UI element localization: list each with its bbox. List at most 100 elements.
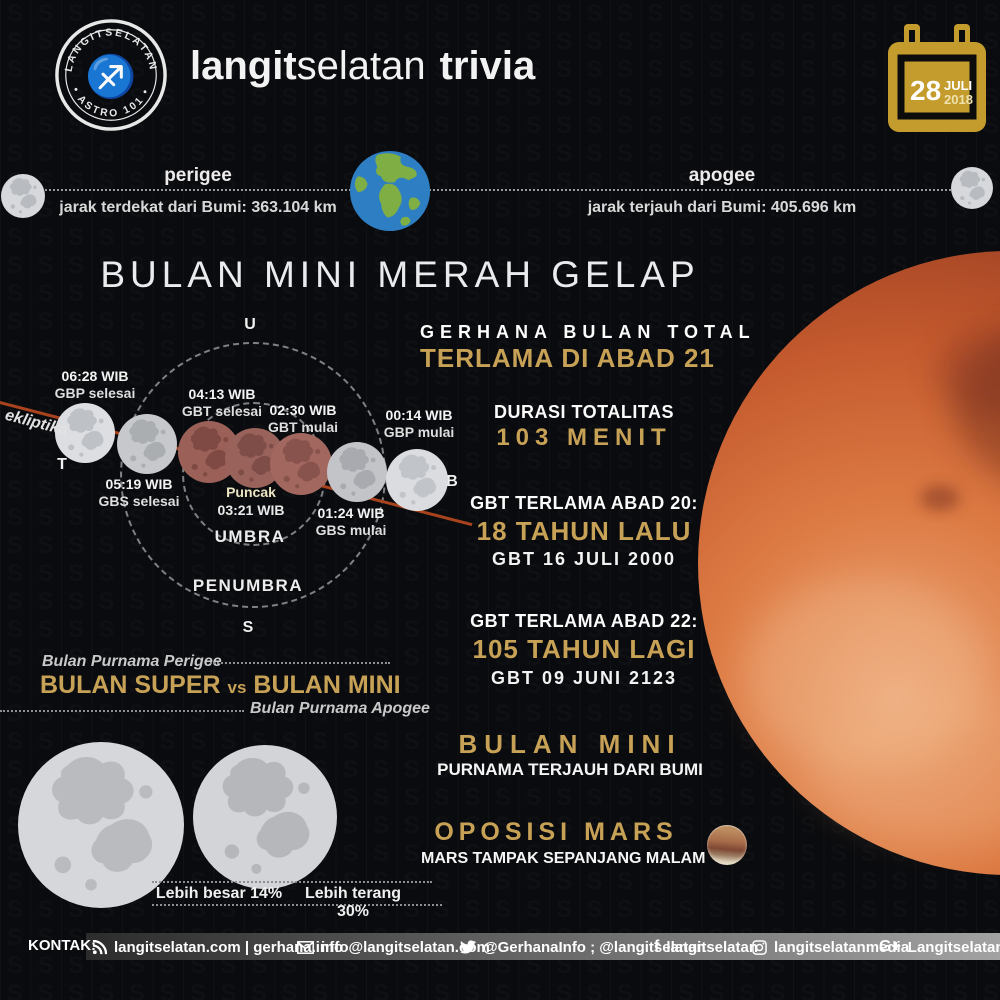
footer-item-email: info@langitselatan.com <box>297 936 490 958</box>
versus-left: BULAN SUPER <box>40 671 221 699</box>
versus-right: BULAN MINI <box>253 671 401 699</box>
contact-label: KONTAK: <box>28 937 97 954</box>
footer-item-text: LangitselatanMedia <box>907 938 1000 956</box>
supermoon-icon <box>18 742 184 908</box>
facebook-icon: f <box>654 938 660 955</box>
brighter-label: Lebih terang 30% <box>304 885 401 920</box>
event-time: 05:19 WIB <box>105 476 173 492</box>
eclipse-phase-moon-7 <box>386 449 448 511</box>
stat-abad22-value: 105 TAHUN LAGI <box>472 634 696 664</box>
event-time: 01:24 WIB <box>317 505 385 521</box>
event-gbp-mulai: 00:14 WIB GBP mulai <box>354 407 484 441</box>
footer-item-text: langitselatan <box>666 938 759 956</box>
event-label: GBP mulai <box>383 424 455 440</box>
event-gbp-selesai: 06:28 WIB GBP selesai <box>30 368 160 402</box>
fact-oposisi-mars-title: OPOSISI MARS <box>434 818 678 846</box>
peak-time: 03:21 WIB <box>217 502 285 518</box>
stat-abad22-detail: GBT 09 JUNI 2123 <box>490 668 678 688</box>
gplus-icon: G+ <box>879 938 901 955</box>
footer-item-twitter: @GerhanaInfo ; @langitselatan <box>460 936 706 958</box>
apogee-moon-icon <box>951 167 993 209</box>
calendar-day: 28 <box>910 75 941 106</box>
stat-duration-heading: DURASI TOTALITAS <box>494 402 674 422</box>
perigee-moon-icon <box>1 174 45 218</box>
stat-duration-value: 103 MENIT <box>496 424 672 451</box>
footer-item-website: langitselatan.com | gerhana.info <box>92 936 343 958</box>
event-time: 06:28 WIB <box>61 368 129 384</box>
calendar-icon: 28 JULI 2018 <box>888 24 986 132</box>
subtitle-line2: TERLAMA DI ABAD 21 <box>420 343 715 373</box>
brand-bold: langit <box>190 44 297 88</box>
footer-item-googleplus: G+ LangitselatanMedia <box>879 936 1000 958</box>
mars-icon <box>707 825 747 865</box>
event-label: GBP selesai <box>54 385 136 401</box>
earth-icon <box>349 150 431 232</box>
footer-item-instagram: langitselatanmedia <box>752 936 909 958</box>
rss-icon <box>92 939 107 954</box>
brand-regular: selatan <box>296 44 426 88</box>
eclipse-phase-moon-6 <box>327 442 387 502</box>
perigee-label: perigee <box>164 165 232 186</box>
peak-label: Puncak <box>226 484 276 500</box>
event-gbs-selesai: 05:19 WIB GBS selesai <box>74 476 204 510</box>
page-title: BULAN MINI MERAH GELAP <box>100 254 700 295</box>
perigee-detail: jarak terdekat dari Bumi: 363.104 km <box>59 199 337 216</box>
twitter-icon <box>460 940 476 954</box>
comparison-rule-bottom <box>152 904 442 906</box>
fact-oposisi-mars-subtitle: MARS TAMPAK SEPANJANG MALAM <box>421 850 706 867</box>
event-gbt-mulai: 02:30 WIB GBT mulai <box>238 402 368 436</box>
footer-item-text: @GerhanaInfo ; @langitselatan <box>483 938 706 956</box>
langitselatan-logo: LANGITSELATAN • ASTRO 101 • ♐ <box>55 19 167 131</box>
bigger-label: Lebih besar 14% <box>155 885 283 902</box>
event-time: 04:13 WIB <box>188 386 256 402</box>
mail-icon <box>297 940 314 954</box>
compass-north: U <box>244 316 256 333</box>
red-moon-image <box>698 251 1000 875</box>
subtitle-line1: GERHANA BULAN TOTAL <box>420 322 756 342</box>
apogee-caption: Bulan Purnama Apogee <box>250 700 430 717</box>
event-gbs-mulai: 01:24 WIB GBS mulai <box>286 505 416 539</box>
footer-bar <box>86 933 1000 960</box>
comparison-rule-top <box>152 881 432 883</box>
instagram-icon <box>752 939 767 955</box>
versus-vs: vs <box>227 678 247 697</box>
event-time: 02:30 WIB <box>269 402 337 418</box>
compass-south: S <box>242 619 254 636</box>
compass-west: B <box>446 473 458 490</box>
fact-bulan-mini-subtitle: PURNAMA TERJAUH DARI BUMI <box>437 760 703 779</box>
perigee-caption: Bulan Purnama Perigee <box>42 653 222 670</box>
event-time: 00:14 WIB <box>385 407 453 423</box>
footer-item-facebook: f langitselatan <box>654 936 758 958</box>
caption-rule-top <box>210 662 390 664</box>
calendar-month: JULI <box>944 78 972 93</box>
apogee-detail: jarak terjauh dari Bumi: 405.696 km <box>587 199 857 216</box>
fact-bulan-mini-title: BULAN MINI <box>458 729 682 759</box>
centaur-archer-icon: ♐ <box>85 53 136 101</box>
calendar-year: 2018 <box>944 92 973 107</box>
event-label: GBT selesai <box>181 403 263 419</box>
event-label: GBT mulai <box>267 419 338 435</box>
caption-rule-bottom <box>0 710 244 712</box>
versus-title: BULAN SUPER vs BULAN MINI <box>40 671 401 700</box>
brand-title: langitselatan trivia <box>190 44 535 89</box>
footer-item-text: langitselatanmedia <box>774 938 910 956</box>
apogee-label: apogee <box>688 165 756 186</box>
event-label: GBS selesai <box>98 493 180 509</box>
stat-abad20-value: 18 TAHUN LALU <box>476 516 692 546</box>
stat-abad20-detail: GBT 16 JULI 2000 <box>491 549 677 569</box>
penumbra-label: PENUMBRA <box>192 576 304 595</box>
eclipse-phase-moon-2 <box>117 414 177 474</box>
event-label: GBS mulai <box>315 522 387 538</box>
brand-suffix: trivia <box>439 44 536 88</box>
compass-east: T <box>57 456 67 473</box>
orbit-dotted-line <box>40 189 955 191</box>
event-gbt-selesai: 04:13 WIB GBT selesai <box>157 386 287 420</box>
minimoon-icon <box>193 745 337 889</box>
footer-item-text: langitselatan.com | gerhana.info <box>114 938 344 956</box>
stat-abad22-heading: GBT TERLAMA ABAD 22: <box>470 611 698 631</box>
stat-abad20-heading: GBT TERLAMA ABAD 20: <box>470 493 698 513</box>
umbra-label: UMBRA <box>214 527 286 546</box>
footer-item-text: info@langitselatan.com <box>321 938 490 956</box>
event-peak: Puncak 03:21 WIB <box>186 483 316 519</box>
